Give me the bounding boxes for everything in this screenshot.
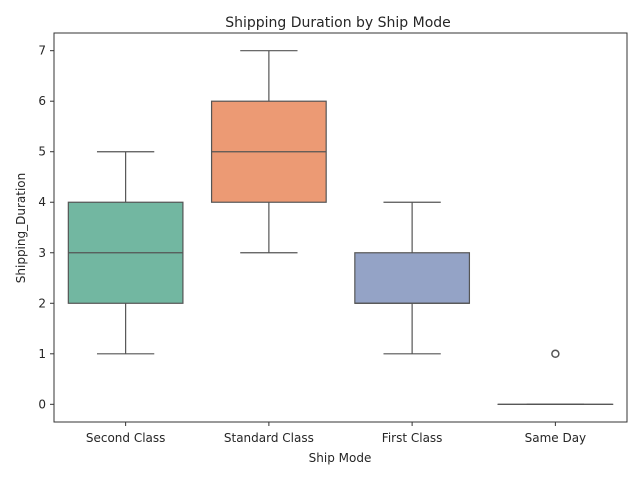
y-tick-label: 1 xyxy=(38,347,46,361)
chart-title: Shipping Duration by Ship Mode xyxy=(225,15,451,31)
x-axis: Second Class Standard Class First Class Sam… xyxy=(86,422,586,445)
outlier-point xyxy=(551,349,560,359)
y-axis: 0 1 2 3 4 5 6 7 xyxy=(38,44,54,411)
x-tick-label: Same Day xyxy=(525,431,587,445)
x-tick-label: Second Class xyxy=(86,431,166,445)
box-second-class xyxy=(67,151,184,355)
box-standard-class xyxy=(210,50,327,254)
plot-area xyxy=(67,50,614,405)
y-tick-label: 6 xyxy=(38,94,46,108)
y-axis-label: Shipping_Duration xyxy=(14,173,28,283)
y-tick-label: 0 xyxy=(38,397,46,411)
y-tick-label: 2 xyxy=(38,296,46,310)
x-tick-label: First Class xyxy=(382,431,443,445)
y-tick-label: 7 xyxy=(38,44,46,58)
y-tick-label: 4 xyxy=(38,195,46,209)
y-tick-label: 5 xyxy=(38,145,46,159)
y-tick-label: 3 xyxy=(38,246,46,260)
box-first-class xyxy=(354,201,471,355)
x-tick-label: Standard Class xyxy=(224,431,314,445)
box-body xyxy=(354,252,471,304)
box-same-day xyxy=(497,349,614,405)
x-axis-label: Ship Mode xyxy=(309,451,372,465)
plot-frame xyxy=(53,32,628,423)
